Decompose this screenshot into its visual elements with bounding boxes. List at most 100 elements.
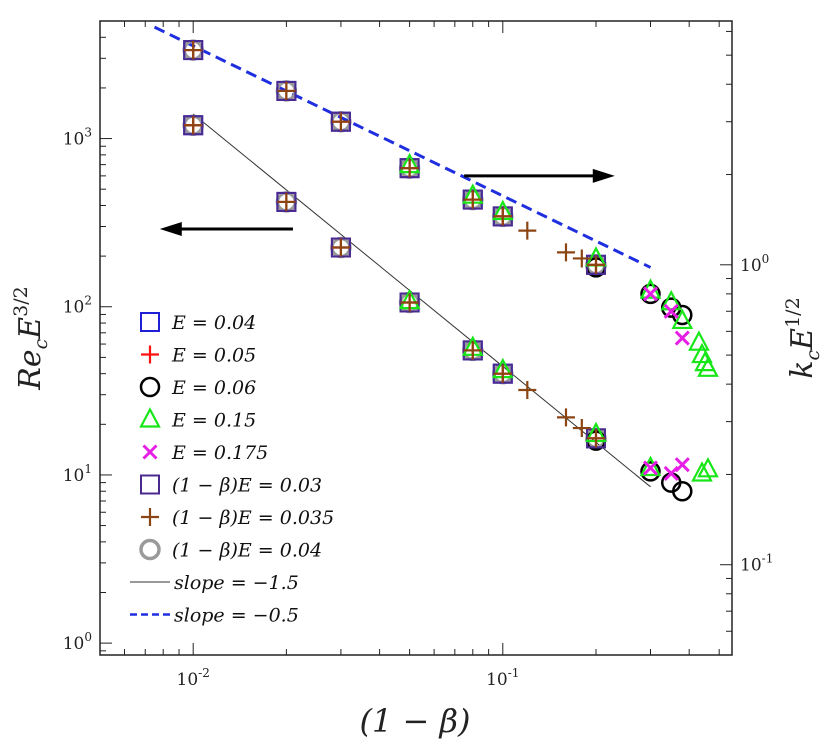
legend-label-5: (1 − β)E = 0.03 [172,475,322,497]
y-left-tick-label-exp: 1 [84,462,92,476]
x-tick-label: 10-1 [486,666,519,690]
y-right-tick-label-exp: -1 [762,552,774,566]
legend-marker-1 [141,345,159,364]
legend-label-2: E = 0.06 [171,377,256,399]
marker-left-series-3 [691,461,713,482]
fit-lines [153,25,652,488]
y-left-tick-label-exp: 3 [84,126,92,140]
marker-right-series-3 [697,356,719,377]
marker-right-series-6 [331,112,350,131]
marker-right-series-6 [572,249,591,268]
marker-right-series-6 [400,159,419,178]
x-tick-label-exp: -2 [198,666,210,680]
y-left-tick-label-base: 10 [63,298,85,318]
y-left-tick-label-base: 10 [63,634,85,654]
arrow-left-head [159,221,182,236]
marker-right-series-6 [586,255,605,274]
y-right-sub: c [802,349,824,360]
marker-right-series-3 [691,342,713,364]
y-right-tick-label: 10-1 [740,552,773,576]
marker-right-series-3 [688,330,710,351]
marker-left-series-6 [331,238,350,257]
marker-right-series-4 [663,303,679,319]
y-left-sup: 3/2 [10,286,32,317]
y-left-tick-label-exp: 0 [84,630,92,644]
legend-marker-4 [142,444,158,460]
arrow-right-head [592,168,615,183]
y-left-tick-label-base: 10 [63,130,85,150]
y-right-k: k [785,360,820,378]
marker-right-series-6 [277,81,296,100]
axis-arrows [159,168,615,236]
marker-left-series-6 [493,364,512,383]
marker-left-series-6 [463,341,482,360]
y-left-re: Re [13,349,48,390]
y-left-tick-label-base: 10 [63,466,85,486]
marker-left-series-2 [672,480,693,502]
tick-marks [99,20,732,656]
legend-label-3: E = 0.15 [171,410,256,432]
legend-marker-2 [139,376,161,398]
y-right-tick-label: 100 [740,252,769,276]
marker-right-series-4 [642,286,659,302]
legend-marker-3 [139,407,161,428]
marker-left-series-6 [572,419,591,438]
data-markers [182,39,719,502]
marker-left-series-6 [586,429,605,448]
marker-left-series-2 [640,461,661,482]
marker-right-series-6 [493,207,512,226]
x-axis-title: (1 − β) [360,702,471,740]
marker-left-series-6 [184,116,203,135]
legend-marker-5 [140,474,160,495]
plot-frame [99,20,733,656]
marker-right-series-2 [640,283,661,305]
y-left-tick-label: 103 [63,126,92,150]
marker-right-series-6 [463,190,482,209]
y-left-tick-label: 102 [63,294,92,318]
legend-marker-6 [141,508,159,526]
x-tick-label-base: 10 [486,670,508,690]
marker-right-series-4 [674,330,690,346]
y-right-sup: 1/2 [782,297,804,328]
x-tick-label-exp: -1 [508,666,520,680]
marker-left-series-4 [663,465,679,482]
y-right-e: E [785,328,820,351]
legend-label-1: E = 0.05 [171,345,256,367]
y-right-tick-label-base: 10 [740,556,762,576]
marker-left-series-6 [518,380,537,399]
marker-left-series-6 [400,293,419,312]
fit-line-slope-0.5 [153,25,652,269]
legend-line-label-0: slope = −1.5 [174,572,299,594]
marker-left-series-4 [642,460,659,476]
marker-right-series-3 [671,308,694,330]
y-left-tick-label-exp: 2 [84,294,92,308]
legend-marker-7 [139,538,161,561]
y-left-sub: c [30,338,52,349]
marker-left-series-6 [556,408,575,427]
marker-left-series-6 [277,192,296,211]
marker-left-series-3 [639,455,662,477]
y-axis-title-right: kcE1/2 [782,297,824,378]
marker-left-series-4 [674,457,690,473]
x-tick-label-base: 10 [177,670,199,690]
marker-right-series-6 [184,41,203,60]
marker-left-series-3 [697,456,719,478]
legend-marker-0 [140,312,160,332]
y-right-tick-label-exp: 0 [762,252,770,266]
y-left-tick-label: 101 [63,462,92,486]
fit-line-slope-1.5 [192,113,651,488]
marker-right-series-6 [518,221,537,240]
y-right-tick-label-base: 10 [740,256,762,276]
marker-right-series-6 [556,243,575,262]
legend-line-label-1: slope = −0.5 [174,605,299,627]
legend-label-6: (1 − β)E = 0.035 [172,507,334,529]
legend-label-7: (1 − β)E = 0.04 [172,540,322,562]
legend-label-4: E = 0.175 [171,442,268,464]
y-axis-title-left: RecE3/2 [10,286,52,390]
legend-label-0: E = 0.04 [171,312,256,334]
y-left-tick-label: 100 [63,630,92,654]
legend: E = 0.04 E = 0.05 E = 0.06 E = 0.15 E = 0.17… [130,312,334,627]
y-left-e: E [13,317,48,340]
